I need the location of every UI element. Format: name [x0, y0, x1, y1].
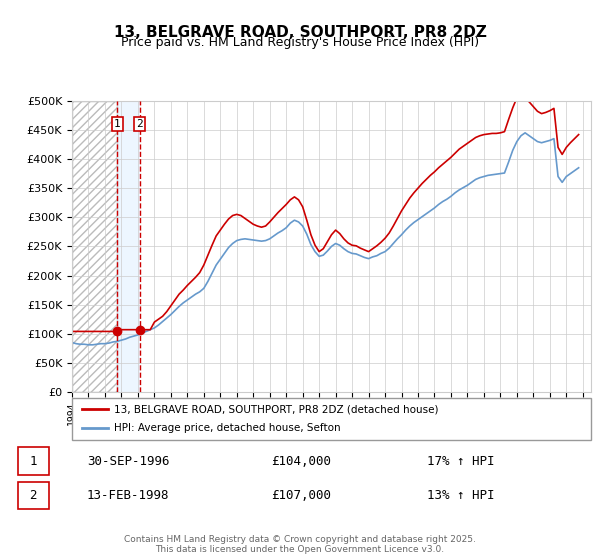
- Text: 2: 2: [29, 489, 37, 502]
- Text: 30-SEP-1996: 30-SEP-1996: [87, 455, 169, 468]
- Text: £107,000: £107,000: [271, 489, 331, 502]
- Text: Contains HM Land Registry data © Crown copyright and database right 2025.
This d: Contains HM Land Registry data © Crown c…: [124, 535, 476, 554]
- Text: Price paid vs. HM Land Registry's House Price Index (HPI): Price paid vs. HM Land Registry's House …: [121, 36, 479, 49]
- Text: 2: 2: [136, 119, 143, 129]
- Text: £104,000: £104,000: [271, 455, 331, 468]
- FancyBboxPatch shape: [18, 447, 49, 475]
- Text: 1: 1: [29, 455, 37, 468]
- Bar: [118, 101, 140, 392]
- FancyBboxPatch shape: [18, 482, 49, 510]
- Text: 13% ↑ HPI: 13% ↑ HPI: [427, 489, 494, 502]
- Text: 17% ↑ HPI: 17% ↑ HPI: [427, 455, 494, 468]
- FancyBboxPatch shape: [72, 398, 591, 440]
- Text: HPI: Average price, detached house, Sefton: HPI: Average price, detached house, Seft…: [113, 423, 340, 433]
- Bar: [72, 101, 118, 392]
- Text: 13, BELGRAVE ROAD, SOUTHPORT, PR8 2DZ (detached house): 13, BELGRAVE ROAD, SOUTHPORT, PR8 2DZ (d…: [113, 404, 438, 414]
- Text: 13-FEB-1998: 13-FEB-1998: [87, 489, 169, 502]
- Text: 1: 1: [114, 119, 121, 129]
- Text: 13, BELGRAVE ROAD, SOUTHPORT, PR8 2DZ: 13, BELGRAVE ROAD, SOUTHPORT, PR8 2DZ: [113, 25, 487, 40]
